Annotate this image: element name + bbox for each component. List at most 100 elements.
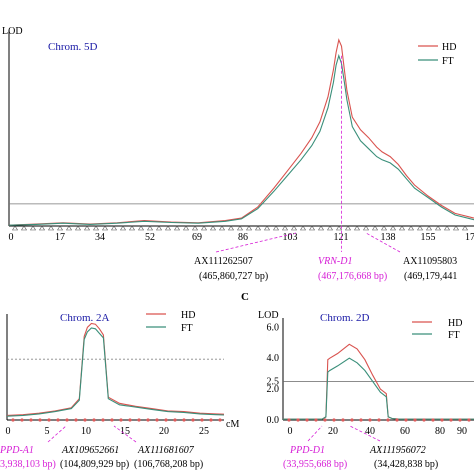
marker-triangle <box>380 225 388 231</box>
chart-2a: cM Chrom. 2A 0 5 10 15 20 25 HD FT PPD-A1 3,9… <box>0 310 239 470</box>
marker-triangle <box>56 225 64 231</box>
chart-2d: C LOD Chrom. 2D 0 20 40 60 80 90 0.0 2.02.5 4.0 6… <box>241 291 474 470</box>
legend-label-ft-2d: FT <box>448 330 460 341</box>
legend-label-hd-2d: HD <box>448 318 462 329</box>
marker-dot <box>350 418 354 422</box>
y-tick-label: 2.0 <box>267 384 280 395</box>
marker-triangle <box>263 225 271 231</box>
marker-dot <box>92 418 96 422</box>
x-tick-label: 69 <box>192 232 202 243</box>
marker-dot <box>305 418 309 422</box>
marker-triangle <box>218 225 226 231</box>
marker-triangle <box>461 225 469 231</box>
marker-dot <box>458 418 462 422</box>
marker-triangle <box>65 225 73 231</box>
x-tick-label: 10 <box>81 426 91 437</box>
marker-triangle <box>47 225 55 231</box>
marker-pos-ax111956072: (34,428,838 bp) <box>374 459 438 470</box>
marker-dot <box>449 418 453 422</box>
marker-pos-ax11095803: (469,179,441 <box>404 271 457 282</box>
marker-dot <box>110 418 114 422</box>
legend-label-hd-2a: HD <box>181 310 195 321</box>
marker-dot <box>386 418 390 422</box>
chrom-label-2a: Chrom. 2A <box>60 312 110 324</box>
marker-dot <box>395 418 399 422</box>
x-tick-label: 17 <box>465 232 474 243</box>
marker-ticks-2d <box>287 418 471 422</box>
marker-dot <box>38 418 42 422</box>
marker-triangle <box>299 225 307 231</box>
x-tick-label: 0 <box>9 232 14 243</box>
x-tick-label: 40 <box>365 426 375 437</box>
legend-label-hd-5d: HD <box>442 42 456 53</box>
x-tick-label: 138 <box>381 232 396 243</box>
marker-dot <box>173 418 177 422</box>
marker-pos-ppd-a1: 3,938,103 bp) <box>0 459 56 470</box>
x-tick-label: 90 <box>457 426 467 437</box>
marker-dot <box>74 418 78 422</box>
marker-dot <box>368 418 372 422</box>
marker-dot <box>314 418 318 422</box>
marker-triangle <box>128 225 136 231</box>
marker-name-ppd-a1: PPD-A1 <box>0 445 34 456</box>
marker-link-ax111262507 <box>215 232 297 253</box>
marker-triangle <box>227 225 235 231</box>
x-tick-label: 20 <box>159 426 169 437</box>
marker-triangle <box>92 225 100 231</box>
x-tick-label: 0 <box>6 426 11 437</box>
marker-dot <box>422 418 426 422</box>
marker-triangle <box>236 225 244 231</box>
marker-triangle <box>443 225 451 231</box>
marker-triangle <box>110 225 118 231</box>
marker-triangle <box>452 225 460 231</box>
marker-triangle <box>281 225 289 231</box>
y-tick-label: 2.5 <box>267 376 280 387</box>
marker-dot <box>47 418 51 422</box>
x-tick-label: 34 <box>95 232 105 243</box>
marker-name-ax109652661: AX109652661 <box>61 445 119 456</box>
marker-triangle <box>191 225 199 231</box>
marker-triangle <box>272 225 280 231</box>
chrom-label-2d: Chrom. 2D <box>320 312 370 324</box>
marker-dot <box>296 418 300 422</box>
marker-triangle <box>74 225 82 231</box>
marker-name-ax111956072: AX111956072 <box>369 445 426 456</box>
marker-link-ax11095803 <box>365 232 401 253</box>
series-line-hd-5d <box>8 38 474 226</box>
marker-dot <box>119 418 123 422</box>
marker-dot <box>332 418 336 422</box>
x-tick-label: 86 <box>238 232 248 243</box>
marker-name-ax111681607: AX111681607 <box>137 445 195 456</box>
marker-dot <box>56 418 60 422</box>
x-tick-label: 155 <box>421 232 436 243</box>
marker-dot <box>200 418 204 422</box>
series-line-ft-5d <box>8 53 474 226</box>
marker-triangle <box>38 225 46 231</box>
marker-dot <box>83 418 87 422</box>
marker-triangle <box>371 225 379 231</box>
x-tick-label: 15 <box>120 426 130 437</box>
marker-triangle <box>20 225 28 231</box>
marker-name-ax11095803: AX11095803 <box>403 256 457 267</box>
series-line-ft-2d <box>283 357 474 420</box>
marker-dot <box>341 418 345 422</box>
marker-dot <box>359 418 363 422</box>
marker-pos-ax111681607: (106,768,208 bp) <box>134 459 203 470</box>
chrom-label-5d: Chrom. 5D <box>48 41 98 53</box>
marker-dot <box>137 418 141 422</box>
marker-dot <box>191 418 195 422</box>
marker-triangle <box>164 225 172 231</box>
marker-link-ax111956072 <box>349 425 381 442</box>
marker-triangle <box>353 225 361 231</box>
ylabel-5d: LOD <box>2 26 23 37</box>
legend-label-ft-2a: FT <box>181 323 193 334</box>
marker-dot <box>11 418 15 422</box>
marker-dot <box>29 418 33 422</box>
marker-triangle <box>11 225 19 231</box>
xlabel-2a: cM <box>226 419 239 430</box>
legend-label-ft-5d: FT <box>442 56 454 67</box>
marker-dot <box>377 418 381 422</box>
marker-triangle <box>308 225 316 231</box>
marker-triangle <box>344 225 352 231</box>
marker-dot <box>209 418 213 422</box>
